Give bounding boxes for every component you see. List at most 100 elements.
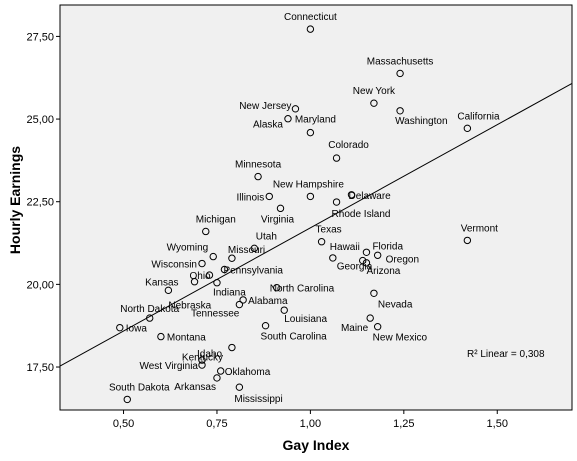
- point-label: Oregon: [386, 254, 419, 265]
- data-points: [116, 25, 472, 404]
- point-label: Utah: [256, 231, 277, 242]
- fit-label: R² Linear = 0,308: [467, 349, 545, 360]
- data-point: [213, 279, 221, 287]
- data-point: [373, 322, 382, 331]
- data-point: [280, 306, 288, 314]
- point-label: Alabama: [248, 296, 288, 307]
- x-tick-label: 1,25: [393, 418, 414, 430]
- point-label: Minnesota: [235, 160, 282, 171]
- x-axis: 0,50 0,75 1,00 1,25 1,50: [113, 410, 508, 430]
- point-label: Nevada: [378, 299, 413, 310]
- point-label: Florida: [372, 241, 403, 252]
- point-label: Connecticut: [284, 12, 337, 23]
- y-tick-label: 22,50: [26, 197, 54, 209]
- data-point: [123, 395, 131, 404]
- data-point: [235, 300, 244, 309]
- data-point: [359, 256, 367, 265]
- data-point: [228, 343, 236, 352]
- point-label: Georgia: [337, 262, 373, 273]
- data-point: [198, 356, 206, 364]
- data-point: [228, 254, 236, 262]
- point-label: Montana: [167, 333, 206, 344]
- data-point: [265, 192, 273, 201]
- x-tick-label: 1,50: [487, 418, 508, 430]
- data-point: [254, 172, 262, 181]
- point-label: Iowa: [126, 324, 148, 335]
- data-point: [157, 332, 165, 341]
- point-label: Arizona: [366, 266, 400, 277]
- point-label: Mississippi: [234, 394, 282, 405]
- point-label: Wisconsin: [151, 260, 197, 271]
- y-tick-label: 20,00: [26, 279, 54, 291]
- data-point: [396, 69, 404, 78]
- point-label: Pennsylvania: [223, 265, 283, 276]
- data-point: [332, 154, 341, 162]
- point-label: New York: [353, 86, 396, 97]
- data-point: [463, 124, 472, 133]
- data-point: [332, 198, 341, 206]
- point-label: Michigan: [196, 214, 236, 225]
- data-point: [213, 374, 221, 382]
- point-label: West Virginia: [139, 361, 198, 372]
- point-label: Colorado: [328, 140, 369, 151]
- plot-area: [59, 4, 573, 411]
- y-axis-title: Hourly Earnings: [7, 146, 23, 254]
- point-label: Massachusetts: [367, 56, 434, 67]
- y-tick-label: 25,00: [26, 114, 54, 126]
- data-point: [366, 314, 374, 322]
- data-point: [306, 192, 315, 201]
- point-label: North Carolina: [270, 284, 335, 295]
- data-point: [116, 323, 124, 332]
- point-label: Tennessee: [191, 309, 240, 320]
- data-point: [217, 367, 225, 375]
- y-tick-label: 27,50: [26, 31, 54, 43]
- data-point: [198, 361, 206, 369]
- data-point: [239, 296, 247, 304]
- point-label: Louisiana: [284, 314, 327, 325]
- x-tick-label: 0,75: [206, 418, 227, 430]
- point-label: Maryland: [295, 115, 336, 126]
- point-label: Delaware: [349, 191, 392, 202]
- point-label: Illinois: [236, 192, 264, 203]
- point-label: Rhode Island: [332, 209, 391, 220]
- data-point: [284, 115, 292, 123]
- data-point: [250, 244, 259, 253]
- point-label: Idaho: [197, 349, 222, 360]
- data-point: [463, 236, 472, 245]
- y-axis: 17,50 20,00 22,50 25,00 27,50: [26, 31, 60, 374]
- point-label: California: [457, 111, 500, 122]
- data-point: [370, 99, 378, 107]
- point-label: Vermont: [461, 223, 498, 234]
- data-point: [276, 204, 285, 213]
- point-label: Oklahoma: [225, 367, 271, 378]
- x-tick-label: 0,50: [113, 418, 134, 430]
- point-label: Wyoming: [167, 243, 209, 254]
- point-label: New Jersey: [239, 101, 291, 112]
- data-point: [273, 283, 281, 292]
- data-point: [145, 314, 154, 322]
- point-label: New Mexico: [373, 333, 428, 344]
- data-point: [329, 254, 337, 262]
- data-point: [396, 107, 404, 115]
- point-label: Maine: [341, 323, 369, 334]
- point-label: Kansas: [145, 278, 178, 289]
- y-tick-label: 17,50: [26, 362, 54, 374]
- x-tick-label: 1,00: [300, 418, 321, 430]
- data-point: [362, 259, 371, 267]
- data-point: [190, 278, 199, 286]
- point-label: Indiana: [213, 288, 246, 299]
- data-point: [205, 271, 214, 279]
- point-label: Virginia: [261, 214, 295, 225]
- data-point: [317, 238, 326, 246]
- point-label: Arkansas: [174, 382, 216, 393]
- point-label: Washington: [395, 116, 447, 127]
- data-point: [235, 383, 244, 391]
- data-point: [370, 289, 378, 297]
- point-label: Missouri: [228, 245, 265, 256]
- data-point: [373, 251, 382, 259]
- point-labels: Connecticut Massachusetts New York New Jers…: [109, 12, 500, 405]
- point-label: South Carolina: [261, 332, 328, 343]
- data-point: [291, 105, 300, 113]
- point-label: Hawaii: [330, 242, 360, 253]
